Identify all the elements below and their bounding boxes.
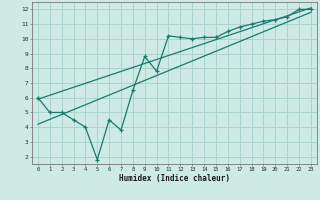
X-axis label: Humidex (Indice chaleur): Humidex (Indice chaleur) xyxy=(119,174,230,183)
